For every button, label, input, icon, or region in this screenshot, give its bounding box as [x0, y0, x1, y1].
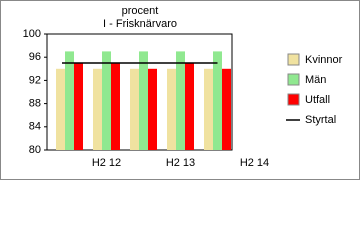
legend-label: Män: [305, 74, 326, 86]
bar: [204, 68, 213, 150]
bar: [139, 51, 148, 150]
y-tick-label: 84: [29, 121, 41, 133]
y-tick-label: 100: [23, 28, 41, 40]
y-tick-label: 96: [29, 51, 41, 63]
bar: [222, 68, 231, 150]
bar: [74, 63, 83, 150]
legend-swatch: [287, 73, 300, 86]
y-tick-label: 88: [29, 98, 41, 110]
bar: [148, 68, 157, 150]
y-tick-label: 80: [29, 144, 41, 156]
bar: [176, 51, 185, 150]
chart-title: procent: [122, 5, 159, 17]
bar: [111, 63, 120, 150]
x-tick-label: H2 13: [166, 157, 195, 169]
bar: [102, 51, 111, 150]
legend-swatch: [287, 93, 300, 106]
x-tick-label: H2 14: [240, 157, 269, 169]
legend-swatch: [287, 53, 300, 66]
bar: [65, 51, 74, 150]
y-tick-label: 92: [29, 74, 41, 86]
legend-label: Utfall: [305, 94, 330, 106]
legend-label: Kvinnor: [305, 54, 343, 66]
chart-subtitle: I - Frisknärvaro: [103, 18, 177, 30]
bar: [130, 68, 139, 150]
bar: [56, 68, 65, 150]
bar: [213, 51, 222, 150]
chart: procent I - Frisknärvaro 80 84 88 92 96 100 H2…: [0, 0, 360, 180]
bar: [167, 68, 176, 150]
legend-label: Styrtal: [305, 114, 336, 126]
bar: [185, 63, 194, 150]
bar: [93, 68, 102, 150]
x-tick-label: H2 12: [92, 157, 121, 169]
